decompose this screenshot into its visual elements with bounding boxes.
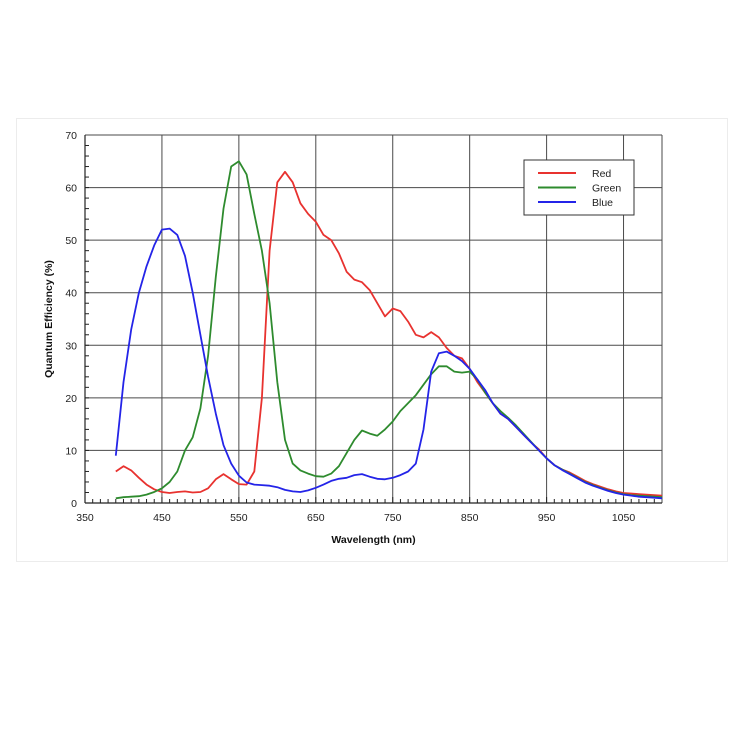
legend-label-red: Red (592, 168, 611, 180)
y-tick-label: 20 (65, 393, 77, 405)
y-axis-title: Quantum Efficiency (%) (43, 260, 55, 378)
x-tick-label: 1050 (612, 512, 636, 524)
x-axis-title: Wavelength (nm) (331, 534, 415, 546)
legend-label-blue: Blue (592, 197, 613, 209)
y-tick-label: 30 (65, 340, 77, 352)
x-tick-label: 550 (230, 512, 248, 524)
y-tick-label: 10 (65, 445, 77, 457)
series-line-blue (114, 227, 663, 500)
chart-frame (16, 118, 728, 562)
x-tick-label: 950 (538, 512, 556, 524)
x-tick-label: 750 (384, 512, 402, 524)
legend-label-green: Green (592, 183, 621, 195)
y-tick-label: 0 (71, 498, 77, 510)
x-tick-label: 850 (461, 512, 479, 524)
axes: 350 450 550 650 750 850 950 1050 0 10 20 30 40 50 60 70 (65, 130, 662, 524)
y-tick-label: 60 (65, 183, 77, 195)
y-tick-label: 70 (65, 130, 77, 142)
x-tick-label: 450 (153, 512, 171, 524)
series-line-red (115, 170, 663, 497)
series-lines (114, 160, 663, 500)
x-tick-label: 350 (76, 512, 94, 524)
legend: Red Green Blue (523, 159, 635, 216)
y-tick-label: 50 (65, 235, 77, 247)
x-tick-label: 650 (307, 512, 325, 524)
y-tick-label: 40 (65, 288, 77, 300)
